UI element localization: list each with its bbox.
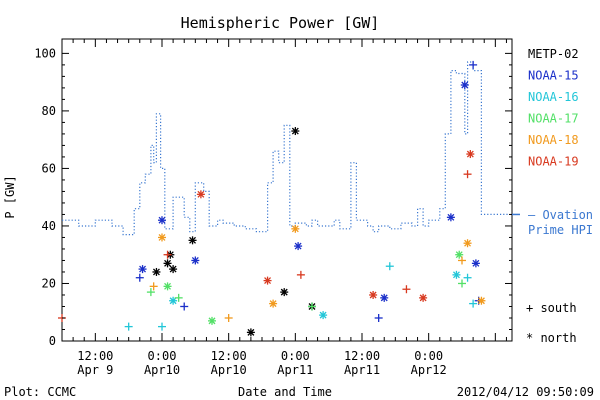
north-point	[446, 213, 455, 222]
south-point	[135, 273, 144, 282]
plot-frame	[61, 38, 513, 342]
ovation-label-line1: – Ovation	[528, 208, 593, 222]
legend-entry: METP-02	[528, 47, 579, 61]
x-tick-label-date: Apr10	[144, 363, 180, 377]
south-point	[385, 262, 394, 271]
north-point	[369, 290, 378, 299]
chart-title: Hemispheric Power [GW]	[181, 14, 380, 32]
north-point	[477, 296, 486, 305]
north-point	[196, 190, 205, 199]
y-tick-label: 80	[42, 104, 56, 118]
y-tick-label: 20	[42, 276, 56, 290]
north-point	[169, 265, 178, 274]
north-point	[158, 233, 166, 242]
north-point	[169, 296, 178, 305]
ovation-label-line2: Prime HPI	[528, 223, 593, 237]
south-point	[463, 170, 472, 179]
x-tick-label-time: 0:00	[281, 349, 310, 363]
south-point	[158, 322, 166, 331]
timestamp: 2012/04/12 09:50:09	[457, 385, 594, 399]
legend-entry: NOAA-18	[528, 133, 579, 147]
y-tick-label: 0	[49, 334, 56, 348]
north-symbol-label: * north	[526, 331, 577, 345]
north-point	[466, 150, 475, 159]
north-point	[319, 311, 328, 320]
south-point	[224, 313, 233, 322]
x-tick-label-time: 12:00	[211, 349, 247, 363]
north-point	[152, 267, 161, 276]
x-tick-label-time: 0:00	[414, 349, 443, 363]
north-point	[191, 256, 200, 265]
south-point	[374, 313, 383, 322]
y-tick-label: 40	[42, 219, 56, 233]
south-symbol-label: + south	[526, 301, 577, 315]
north-point	[460, 81, 469, 90]
legend-entry: NOAA-17	[528, 112, 579, 126]
y-axis-label: P [GW]	[3, 175, 17, 218]
x-tick-label-date: Apr10	[211, 363, 247, 377]
legend: METP-02 NOAA-15 NOAA-16 NOAA-17 NOAA-18 NOAA-…	[528, 47, 579, 169]
x-axis-label: Date and Time	[238, 385, 332, 399]
north-point	[291, 224, 300, 233]
north-point	[269, 299, 278, 308]
north-point	[188, 236, 197, 245]
north-point	[471, 259, 480, 268]
north-point	[138, 265, 147, 274]
south-point	[149, 282, 158, 291]
south-point	[163, 250, 172, 259]
north-point	[163, 282, 172, 291]
legend-entry: NOAA-19	[528, 155, 579, 169]
south-point	[402, 285, 411, 294]
south-point	[124, 322, 133, 331]
x-tick-label-time: 0:00	[148, 349, 177, 363]
south-point	[296, 270, 305, 279]
x-tick-label-date: Apr12	[411, 363, 447, 377]
south-point	[180, 302, 189, 311]
north-point	[263, 276, 272, 285]
south-point	[146, 288, 155, 297]
south-point	[458, 256, 466, 265]
north-point	[463, 239, 472, 248]
north-point	[294, 242, 303, 251]
north-point	[419, 293, 428, 302]
y-tick-label: 100	[34, 46, 56, 60]
south-point	[308, 302, 316, 311]
south-point	[469, 60, 478, 69]
north-point	[158, 216, 166, 225]
x-tick-label-date: Apr11	[344, 363, 380, 377]
x-tick-label-time: 12:00	[77, 349, 113, 363]
x-tick-label-time: 12:00	[344, 349, 380, 363]
south-point	[463, 273, 472, 282]
north-point	[455, 250, 464, 259]
y-tick-label: 60	[42, 161, 56, 175]
south-point	[174, 293, 183, 302]
north-point	[246, 328, 255, 337]
south-point	[458, 279, 466, 288]
north-point	[208, 316, 216, 325]
legend-entry: NOAA-15	[528, 69, 579, 83]
north-point	[163, 259, 172, 268]
north-point	[280, 288, 289, 297]
x-tick-label-date: Apr11	[277, 363, 313, 377]
plot-source: Plot: CCMC	[4, 385, 76, 399]
north-point	[380, 293, 389, 302]
south-point	[469, 299, 478, 308]
north-point	[452, 270, 461, 279]
x-tick-label-date: Apr 9	[77, 363, 113, 377]
legend-entry: NOAA-16	[528, 90, 579, 104]
north-point	[291, 127, 300, 136]
ovation-hpi-line	[62, 61, 508, 236]
